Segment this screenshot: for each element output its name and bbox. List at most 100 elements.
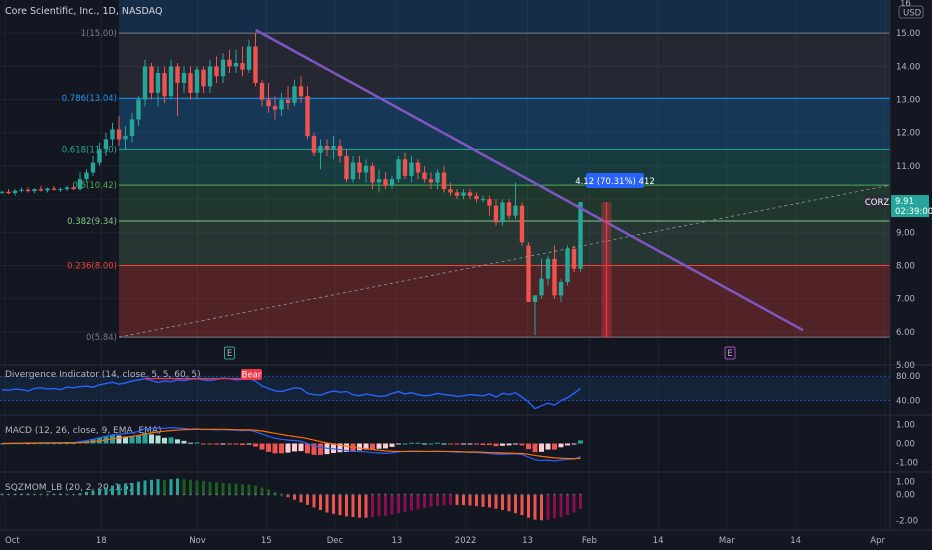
sqz-bar xyxy=(488,494,491,508)
sqz-dot: + xyxy=(117,493,121,499)
sqz-dot: + xyxy=(247,493,251,499)
candle-body xyxy=(64,187,70,190)
candle-body xyxy=(155,73,161,93)
candle-body xyxy=(240,63,245,70)
symbol-tag xyxy=(864,195,890,209)
macd-hist-bar xyxy=(142,432,148,444)
sqz-bar xyxy=(559,494,563,518)
sqz-dot: + xyxy=(97,493,101,499)
candle-body xyxy=(266,99,271,107)
candle-body xyxy=(545,258,551,279)
sqz-dot: + xyxy=(305,493,309,499)
sqz-dot: + xyxy=(403,493,407,499)
sqz-bar xyxy=(52,493,56,495)
fib-label: 0.236(8.00) xyxy=(67,261,117,271)
price-tick: 6.00 xyxy=(896,328,915,338)
sqz-bar xyxy=(462,494,465,506)
macd-hist-bar xyxy=(253,443,258,447)
bear-badge xyxy=(241,369,262,380)
macd-hist-bar xyxy=(578,440,583,444)
candle-body xyxy=(51,188,57,190)
currency-button[interactable] xyxy=(898,5,924,19)
macd-hist-bar xyxy=(149,434,154,444)
candle-body xyxy=(539,278,544,296)
sqz-bar xyxy=(579,494,582,509)
sqz-bar xyxy=(150,479,153,495)
indicator-panes: Divergence Indicator (14, close, 5, 5, 6… xyxy=(0,364,932,531)
macd-hist-bar xyxy=(51,443,57,445)
sqz-bar xyxy=(65,493,69,495)
sqz-dot: + xyxy=(130,493,134,499)
candle-body xyxy=(272,106,278,110)
sqz-dot: + xyxy=(65,493,69,499)
macd-hist-bar xyxy=(376,443,382,449)
sqz-dot: + xyxy=(0,493,4,499)
macd-hist-bar xyxy=(565,443,570,446)
candle-body xyxy=(558,282,564,296)
price-tick: 11.00 xyxy=(896,162,920,172)
last-price: 9.91 xyxy=(895,197,914,207)
sqz-dot: + xyxy=(357,493,361,499)
candle-body xyxy=(129,119,135,137)
macd-hist-bar xyxy=(383,443,388,449)
sqz-dot: + xyxy=(370,493,374,499)
sqz-dot: + xyxy=(474,493,478,499)
candle-body xyxy=(370,165,375,183)
sqz-bar xyxy=(182,479,186,495)
macd-hist-bar xyxy=(201,443,206,445)
sqz-dot: + xyxy=(338,493,342,499)
macd-hist-bar xyxy=(318,443,323,455)
candle-body xyxy=(402,159,408,176)
fib-zone xyxy=(119,265,890,338)
macd-hist-bar xyxy=(402,443,408,445)
candle-body xyxy=(123,136,128,140)
time-tick: 14 xyxy=(653,536,664,546)
candle-body xyxy=(506,202,512,216)
sqz-dot: + xyxy=(266,493,270,499)
sqz-bar xyxy=(507,494,511,512)
candle-body xyxy=(149,66,154,93)
macd-hist-bar xyxy=(298,443,304,452)
sqz-dot: + xyxy=(123,493,127,499)
sqz-dot: + xyxy=(383,493,387,499)
macd-hist-bar xyxy=(64,443,70,445)
macd-hist-bar xyxy=(337,443,343,453)
macd-hist-bar xyxy=(162,437,167,444)
sqz-dot: + xyxy=(442,493,446,499)
sqz-bar xyxy=(195,480,199,495)
candle-body xyxy=(526,245,531,302)
macd-hist-bar xyxy=(246,443,252,445)
sqz-dot: + xyxy=(52,493,56,499)
sqz-bar xyxy=(345,494,348,517)
sqz-dot: + xyxy=(572,493,576,499)
macd-hist-bar xyxy=(38,443,44,445)
sqz-dot: + xyxy=(455,493,459,499)
fib-label: 0(5.84) xyxy=(86,333,117,343)
time-tick: Apr xyxy=(870,536,885,546)
sqz-dot: + xyxy=(422,493,426,499)
sqz-dot: + xyxy=(149,493,153,499)
symbol-tag-label: CORZ xyxy=(865,198,890,208)
sqz-bar xyxy=(143,480,147,495)
currency-label[interactable]: USD xyxy=(903,9,922,19)
sqz-bar xyxy=(247,484,251,495)
sqz-dot: + xyxy=(299,493,303,499)
macd-hist-bar xyxy=(532,443,538,453)
macd-hist-bar xyxy=(571,443,577,445)
candles[interactable] xyxy=(0,33,583,336)
candle-body xyxy=(337,146,343,156)
candle-body xyxy=(71,187,76,190)
sqz-dot: + xyxy=(84,493,88,499)
sqz-dot: + xyxy=(273,493,277,499)
sqz-dot: + xyxy=(71,493,75,499)
candle-body xyxy=(97,149,102,163)
sqz-bar xyxy=(468,494,472,506)
macd-hist-bar xyxy=(116,435,122,444)
bear-label: Bear xyxy=(242,371,262,381)
candle-body xyxy=(279,99,284,110)
macd-hist-bar xyxy=(454,443,460,445)
macd-hist-bar xyxy=(357,443,362,451)
candle-body xyxy=(467,192,473,196)
candle-body xyxy=(305,96,310,137)
